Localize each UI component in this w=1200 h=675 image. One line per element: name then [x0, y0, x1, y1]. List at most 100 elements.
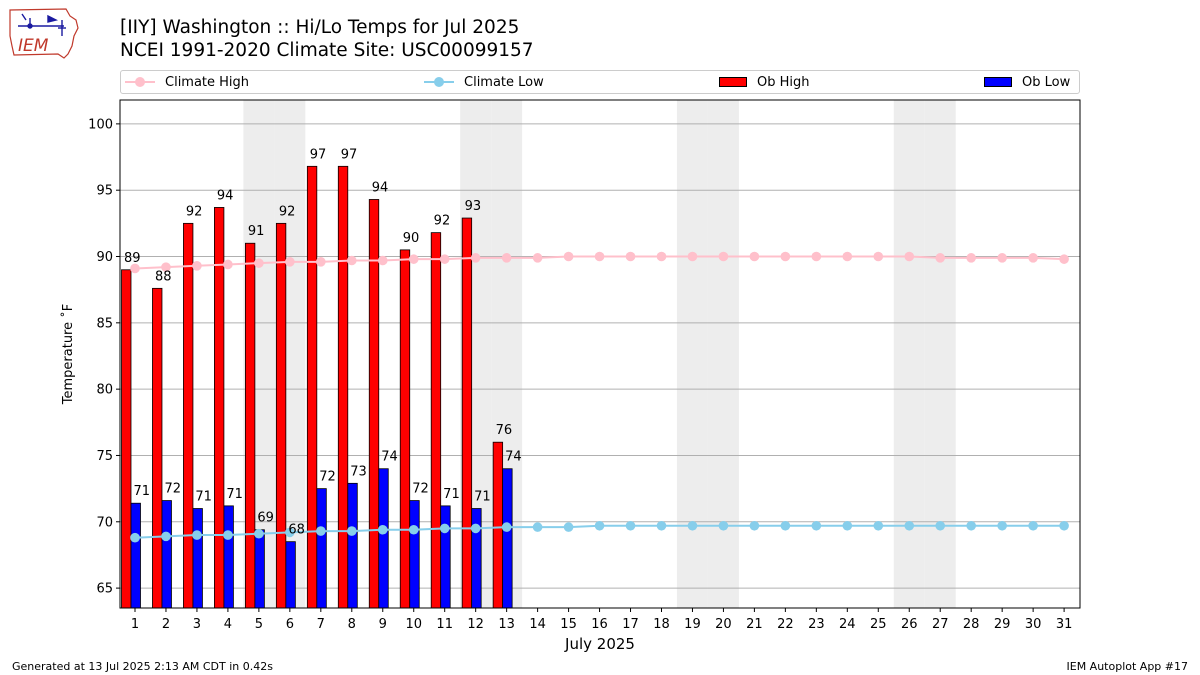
climate-high-point-day-2: [161, 262, 171, 272]
ob-low-label-day-1: 71: [133, 484, 150, 499]
ob-low-bar-day-6: [285, 541, 296, 609]
x-tick-label-25: 25: [870, 617, 887, 632]
climate-high-point-day-19: [687, 251, 698, 262]
ob-high-label-day-12: 93: [465, 199, 482, 214]
climate-low-point-day-2: [161, 531, 171, 542]
y-tick-label-85: 85: [96, 316, 113, 331]
climate-low-point-day-10: [408, 524, 419, 535]
ob-low-label-day-9: 74: [381, 450, 398, 465]
climate-high-point-day-29: [997, 253, 1007, 263]
climate-high-point-day-10: [408, 254, 419, 264]
climate-low-point-day-8: [346, 526, 357, 536]
climate-high-point-day-13: [501, 253, 512, 263]
climate-low-point-day-19: [687, 520, 698, 531]
climate-high-point-day-23: [811, 251, 822, 262]
y-axis: 65 70 75 80 85 90 95 100: [88, 117, 120, 597]
climate-low-point-day-28: [966, 520, 976, 531]
ob-low-bar-day-5: [254, 529, 265, 609]
x-tick-label-13: 13: [498, 617, 515, 632]
ob-high-bar-day-13: [492, 441, 504, 609]
climate-low-point-day-5: [254, 528, 264, 539]
climate-low-point-day-13: [501, 522, 512, 532]
x-tick-label-17: 17: [622, 617, 639, 632]
climate-low-point-day-4: [223, 530, 233, 540]
y-tick-label-70: 70: [96, 515, 113, 530]
ob-high-bar-day-5: [244, 242, 256, 609]
ob-low-bar-day-1: [130, 502, 141, 609]
ob-low-bar-day-3: [192, 508, 203, 609]
legend-swatch-ob-high: [719, 77, 747, 87]
ob-high-label-day-7: 97: [310, 147, 327, 162]
climate-high-point-day-16: [594, 251, 605, 262]
climate-high-point-day-17: [625, 251, 636, 262]
climate-low-point-day-30: [1028, 520, 1038, 531]
x-tick-label-3: 3: [193, 617, 201, 632]
ob-high-bar-day-11: [430, 232, 442, 609]
y-tick-label-95: 95: [96, 184, 113, 199]
ob-low-label-day-3: 71: [195, 490, 212, 505]
x-tick-label-12: 12: [467, 617, 484, 632]
iowa-state-outline: [9, 8, 79, 59]
ob-high-label-day-5: 91: [248, 224, 265, 239]
ob-low-bar-day-9: [378, 468, 389, 609]
ob-high-bar-day-10: [399, 249, 411, 609]
x-tick-label-15: 15: [560, 617, 577, 632]
ob-low-label-day-8: 73: [350, 464, 367, 479]
bars: [121, 165, 513, 609]
ob-high-label-day-11: 92: [434, 214, 451, 229]
x-tick-label-22: 22: [777, 617, 794, 632]
x-tick-label-18: 18: [653, 617, 670, 632]
x-tick-label-19: 19: [684, 617, 701, 632]
legend-label-ob-high: Ob High: [757, 74, 810, 90]
ob-low-bar-day-8: [347, 482, 358, 609]
climate-high-point-day-1: [130, 263, 140, 274]
climate-low-point-day-17: [625, 520, 636, 531]
legend-swatch-climate-high: [125, 77, 155, 87]
x-tick-label-7: 7: [317, 617, 325, 632]
legend-label-ob-low: Ob Low: [1022, 74, 1071, 90]
climate-high-point-day-27: [935, 253, 946, 263]
ob-low-bar-day-12: [471, 508, 482, 609]
x-tick-label-2: 2: [162, 617, 170, 632]
ob-high-bar-day-2: [152, 287, 163, 609]
ob-low-label-day-2: 72: [164, 482, 181, 497]
x-axis-label: July 2025: [564, 635, 635, 653]
ob-high-label-day-4: 94: [217, 188, 234, 203]
ob-low-bar-day-11: [440, 505, 451, 609]
climate-high-point-day-22: [780, 251, 791, 262]
logo-text: IEM: [18, 36, 49, 56]
climate-low-point-day-11: [439, 523, 450, 534]
x-tick-label-20: 20: [715, 617, 732, 632]
ob-low-bar-day-7: [316, 488, 327, 609]
x-tick-label-10: 10: [405, 617, 422, 632]
y-tick-label-90: 90: [96, 250, 113, 265]
climate-low-point-day-21: [749, 520, 760, 531]
ob-low-label-day-7: 72: [319, 470, 336, 485]
x-tick-label-6: 6: [286, 617, 294, 632]
x-tick-label-23: 23: [808, 617, 825, 632]
bar-value-labels: 89 88 92 94 91 92 97 97 94 90 92 93 76 71 72 71 71 69 68 72…: [124, 147, 522, 537]
climate-high-point-day-25: [873, 251, 884, 262]
climate-high-point-day-18: [656, 251, 667, 262]
y-axis-label: Temperature ˚F: [60, 304, 76, 405]
ob-high-bar-day-4: [214, 207, 225, 609]
x-tick-label-4: 4: [224, 617, 232, 632]
climate-high-point-day-7: [316, 257, 326, 267]
legend-label-climate-high: Climate High: [165, 74, 250, 90]
ob-high-label-day-6: 92: [279, 204, 296, 219]
x-tick-label-27: 27: [932, 617, 949, 632]
weekend-band-day-19: [676, 100, 708, 608]
climate-high-point-day-9: [377, 255, 388, 266]
climate-high-point-day-6: [285, 257, 295, 267]
ob-low-bar-day-4: [223, 505, 234, 609]
ob-low-label-day-10: 72: [412, 482, 429, 497]
climate-high-point-day-4: [223, 259, 233, 270]
y-tick-label-100: 100: [88, 117, 113, 132]
ob-high-label-day-10: 90: [403, 231, 420, 246]
climate-high-point-day-14: [532, 253, 543, 263]
climate-high-point-day-31: [1059, 254, 1069, 264]
footer-app: IEM Autoplot App #17: [1066, 660, 1189, 673]
legend-swatch-ob-low: [984, 77, 1012, 87]
climate-low-point-day-31: [1059, 520, 1069, 531]
